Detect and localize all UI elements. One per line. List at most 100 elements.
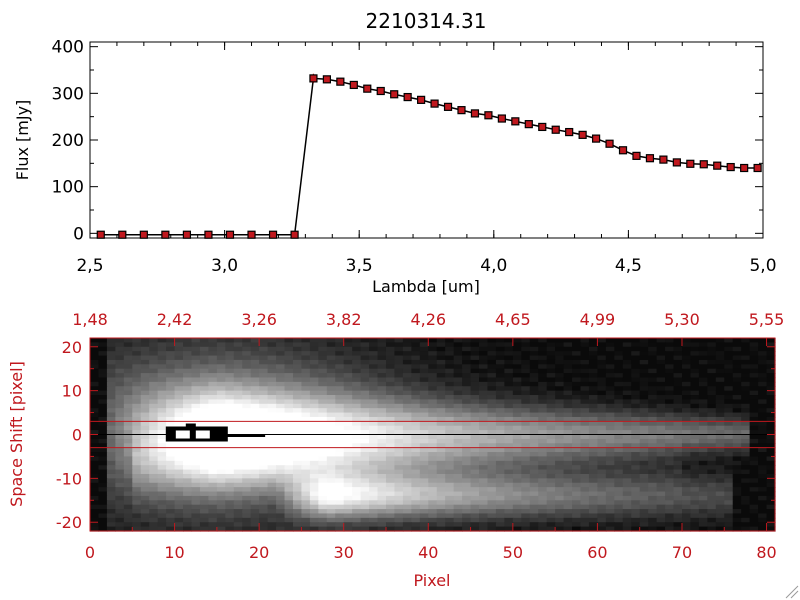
- heatmap-cell: [123, 408, 133, 414]
- heatmap-cell: [276, 513, 286, 519]
- heatmap-cell: [385, 408, 396, 414]
- heatmap-cell: [614, 421, 624, 427]
- heatmap-cell: [352, 403, 362, 409]
- heatmap-cell: [309, 487, 319, 493]
- heatmap-cell: [758, 403, 768, 409]
- heatmap-cell: [563, 469, 573, 475]
- heatmap-cell: [690, 456, 700, 462]
- heatmap-cell: [445, 430, 455, 436]
- heatmap-cell: [766, 522, 776, 528]
- heatmap-cell: [174, 473, 184, 479]
- heatmap-cell: [140, 377, 150, 383]
- heatmap-cell: [360, 478, 370, 484]
- heatmap-cell: [352, 364, 362, 370]
- heatmap-cell: [98, 342, 108, 348]
- heatmap-cell: [115, 495, 125, 501]
- heatmap-cell: [267, 425, 277, 431]
- heatmap-cell: [335, 500, 345, 506]
- heatmap-cell: [149, 452, 159, 458]
- heatmap-cell: [132, 421, 142, 427]
- heatmap-cell: [656, 517, 666, 523]
- heatmap-cell: [352, 368, 362, 374]
- heatmap-cell: [580, 399, 590, 405]
- heatmap-cell: [445, 509, 455, 515]
- heatmap-cell: [453, 425, 463, 431]
- heatmap-cell: [487, 395, 497, 401]
- heatmap-cell: [259, 381, 269, 387]
- heatmap-cell: [588, 487, 599, 493]
- heatmap-cell: [605, 416, 615, 422]
- data-point: [430, 99, 439, 108]
- heatmap-cell: [183, 513, 193, 519]
- heatmap-cell: [656, 338, 666, 343]
- heatmap-cell: [326, 430, 336, 436]
- heatmap-cell: [394, 517, 404, 523]
- heatmap-cell: [326, 500, 336, 506]
- heatmap-cell: [445, 491, 455, 497]
- heatmap-cell: [106, 482, 116, 488]
- heatmap-cell: [529, 386, 539, 392]
- resize-grip-icon[interactable]: [785, 585, 799, 599]
- heatmap-cell: [411, 395, 421, 401]
- heatmap-cell: [360, 355, 370, 361]
- heatmap-cell: [157, 500, 167, 506]
- heatmap-cell: [766, 500, 776, 506]
- heatmap-cell: [555, 469, 565, 475]
- heatmap-cell: [665, 399, 675, 405]
- heatmap-cell: [292, 473, 303, 479]
- heatmap-cell: [267, 460, 277, 466]
- heatmap-cell: [732, 478, 742, 484]
- heatmap-cell: [453, 346, 463, 352]
- heatmap-cell: [436, 487, 446, 493]
- heatmap-cell: [123, 513, 133, 519]
- heatmap-cell: [741, 395, 751, 401]
- heatmap-cell: [98, 478, 108, 484]
- heatmap-cell: [149, 513, 159, 519]
- heatmap-cell: [741, 412, 751, 418]
- extraction-marker-icon: [165, 423, 266, 442]
- heatmap-cell: [242, 491, 252, 497]
- heatmap-cell: [698, 395, 708, 401]
- heatmap-cell: [555, 430, 565, 436]
- heatmap-cell: [724, 456, 734, 462]
- heatmap-cell: [292, 386, 303, 392]
- heatmap-cell: [385, 504, 396, 510]
- heatmap-cell: [335, 509, 345, 515]
- heatmap-cell: [106, 504, 116, 510]
- heatmap-cell: [724, 438, 734, 444]
- heatmap-cell: [292, 522, 303, 528]
- heatmap-cell: [580, 438, 590, 444]
- heatmap-cell: [225, 482, 235, 488]
- heatmap-cell: [166, 473, 176, 479]
- heatmap-cell: [639, 403, 649, 409]
- heatmap-cell: [174, 368, 184, 374]
- heatmap-cell: [462, 452, 472, 458]
- heatmap-cell: [546, 364, 556, 370]
- heatmap-cell: [208, 443, 218, 449]
- heatmap-cell: [512, 395, 522, 401]
- heatmap-cell: [479, 500, 489, 506]
- heatmap-cell: [123, 416, 133, 422]
- heatmap-cell: [453, 412, 463, 418]
- heatmap-cell: [98, 399, 108, 405]
- heatmap-cell: [428, 469, 438, 475]
- heatmap-cell: [715, 416, 725, 422]
- heatmap-cell: [673, 395, 683, 401]
- heatmap-cell: [631, 495, 641, 501]
- heatmap-cell: [749, 381, 759, 387]
- heatmap-cell: [352, 447, 362, 453]
- heatmap-cell: [758, 412, 768, 418]
- heatmap-cell: [766, 425, 776, 431]
- heatmap-cell: [521, 355, 531, 361]
- heatmap-cell: [631, 368, 641, 374]
- heatmap-cell: [715, 469, 725, 475]
- heatmap-cell: [216, 447, 226, 453]
- heatmap-cell: [445, 359, 455, 365]
- heatmap-cell: [98, 373, 108, 379]
- heatmap-cell: [216, 377, 226, 383]
- heatmap-cell: [216, 517, 226, 523]
- heatmap-cell: [572, 368, 582, 374]
- heatmap-cell: [580, 377, 590, 383]
- heatmap-cell: [292, 364, 303, 370]
- heatmap-cell: [462, 465, 472, 471]
